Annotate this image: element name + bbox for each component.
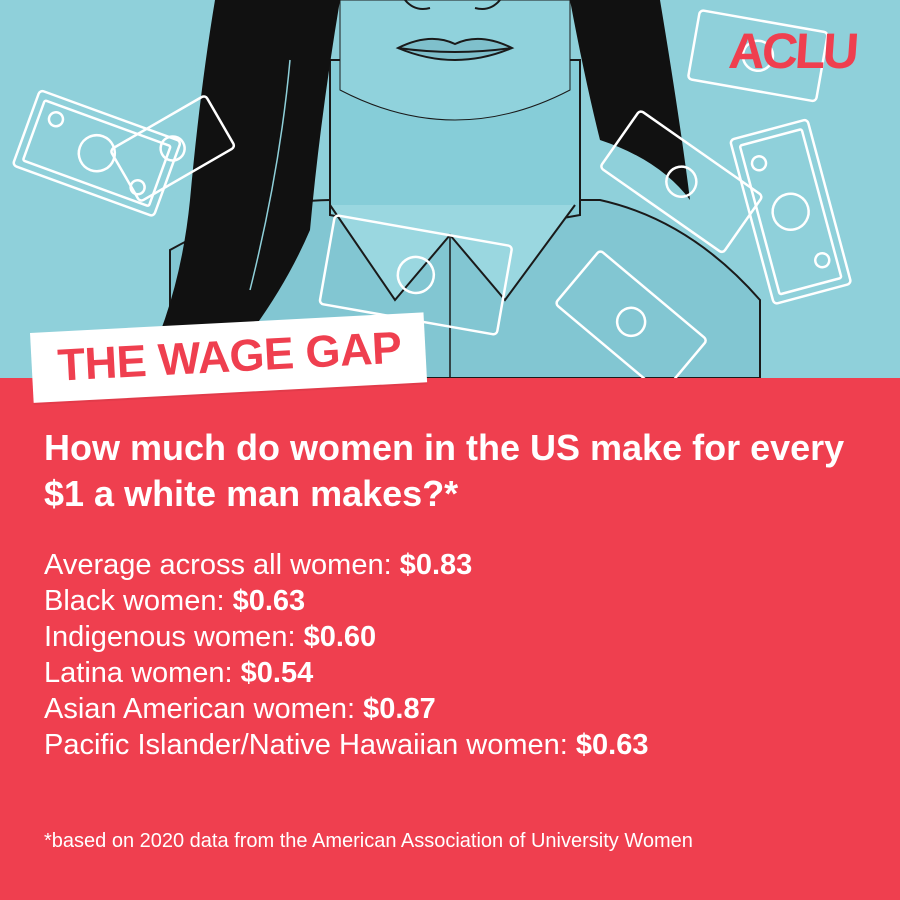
stats-list: Average across all women: $0.83 Black wo… [44,547,884,763]
stat-label: Asian American women: [44,693,364,725]
woman-portrait-icon [0,0,900,378]
stat-label: Black women: [44,585,233,617]
stat-item: Indigenous women: $0.60 [44,619,884,655]
stat-label: Pacific Islander/Native Hawaiian women: [44,729,576,761]
main-content: How much do women in the US make for eve… [44,425,884,763]
stat-label: Average across all women: [44,549,400,581]
stat-label: Indigenous women: [44,621,304,653]
stat-label: Latina women: [44,657,241,689]
dollar-bill-icon [12,9,852,378]
question-heading: How much do women in the US make for eve… [44,427,845,514]
stat-value: $0.60 [303,621,377,653]
page-title: THE WAGE GAP [56,321,403,391]
aclu-logo: ACLU [727,23,858,79]
stat-item: Latina women: $0.54 [44,655,884,691]
stat-value: $0.63 [575,729,649,761]
stat-item: Average across all women: $0.83 [44,547,884,583]
stat-value: $0.87 [363,693,436,725]
stat-value: $0.63 [232,585,306,617]
stat-item: Pacific Islander/Native Hawaiian women: … [44,727,884,763]
stat-item: Asian American women: $0.87 [44,691,884,727]
footnote: *based on 2020 data from the American As… [44,830,693,852]
stat-item: Black women: $0.63 [44,583,884,619]
stat-value: $0.54 [240,657,314,689]
stat-value: $0.83 [399,549,473,581]
illustration [0,0,900,378]
